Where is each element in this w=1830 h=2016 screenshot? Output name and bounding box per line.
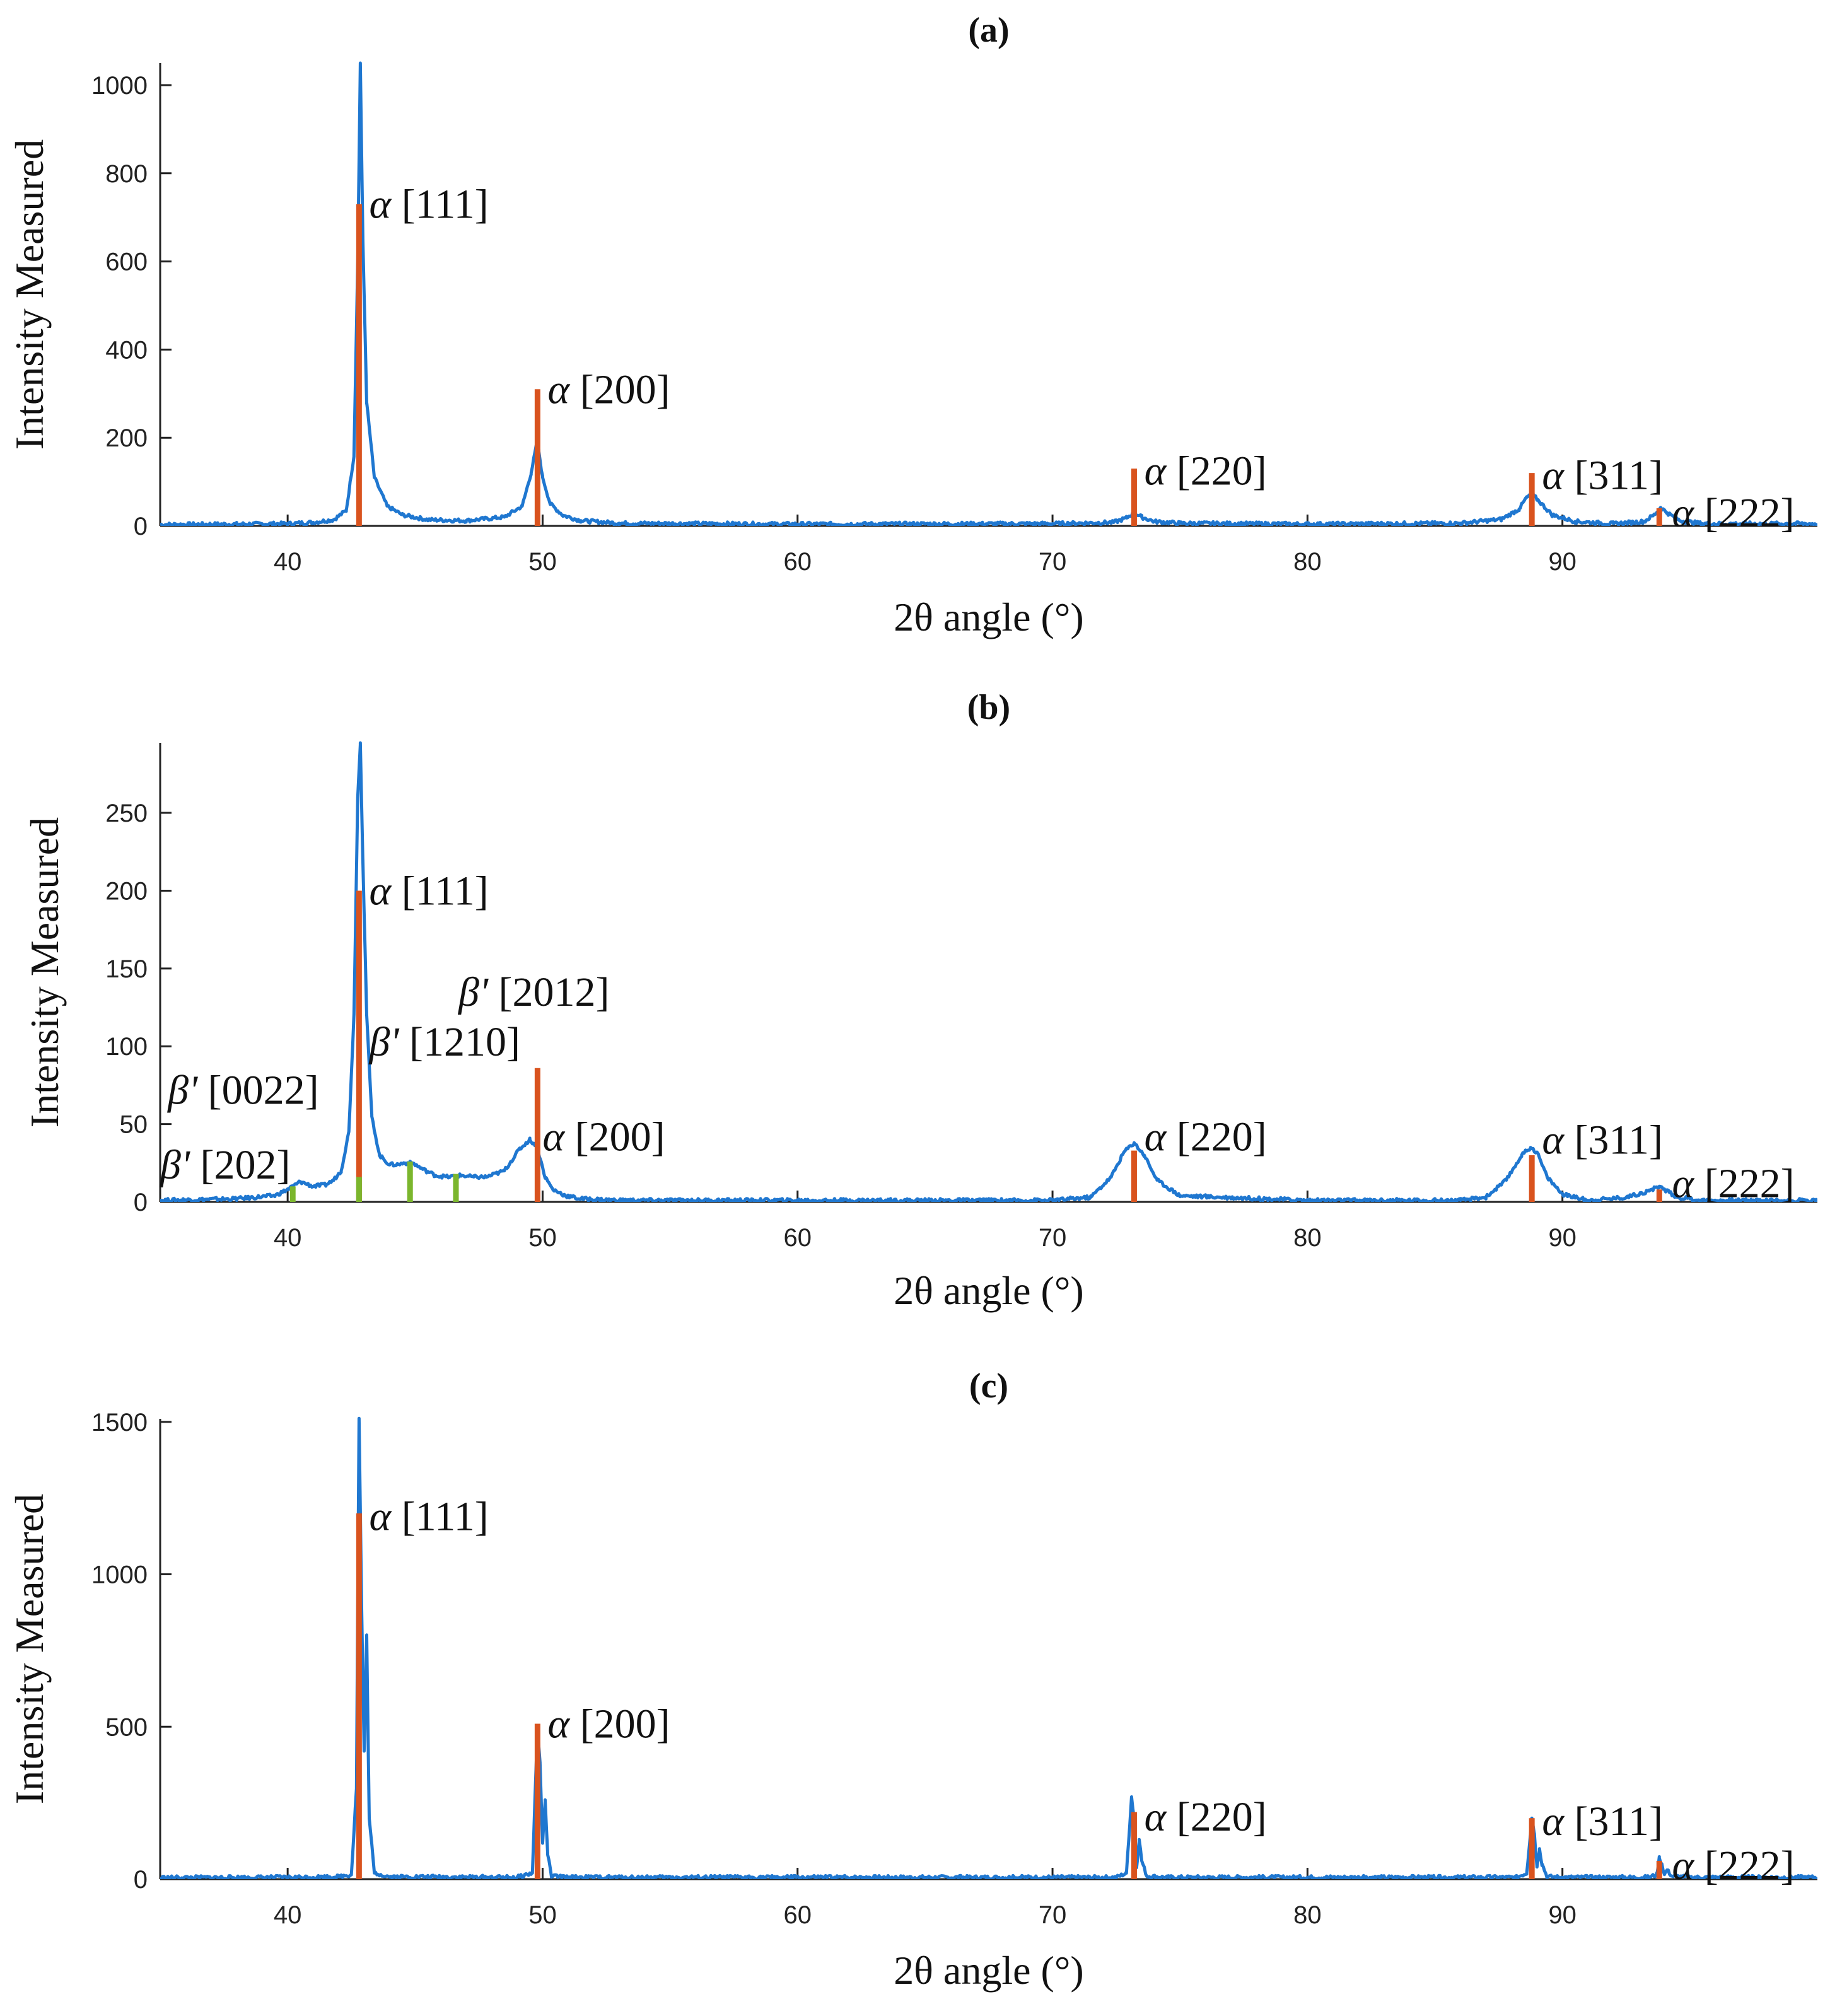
measured-series-line	[160, 1416, 1817, 1879]
y-tick-label: 800	[105, 160, 148, 188]
x-tick-label: 70	[1039, 1901, 1067, 1929]
y-axis-label: Intensity Measured	[7, 1494, 52, 1804]
x-tick-label: 90	[1548, 1901, 1576, 1929]
y-tick-label: 0	[134, 1866, 148, 1894]
x-tick-label: 40	[274, 1224, 302, 1252]
peak-label: β' [0022]	[166, 1067, 318, 1113]
measured-series-line	[160, 741, 1817, 1202]
peak-label: β' [2012]	[457, 969, 609, 1015]
x-tick-label: 90	[1548, 1224, 1576, 1252]
peak-label: α [200]	[542, 1114, 665, 1160]
y-tick-label: 1000	[91, 1561, 148, 1589]
chart-panel-a: (a) 40 50 60 70 80 90 0 200 400 600 800 1000 2θ angle…	[7, 11, 1817, 639]
y-tick-label: 1000	[91, 72, 148, 100]
peak-label: α [220]	[1145, 1114, 1267, 1160]
peak-label: β' [1210]	[368, 1019, 520, 1065]
plot-area	[160, 1416, 1817, 1879]
peak-label: α [311]	[1542, 1117, 1663, 1163]
y-tick-label: 500	[105, 1713, 148, 1741]
x-axis-label: 2θ angle (°)	[894, 595, 1083, 639]
x-tick-label: 60	[784, 548, 812, 576]
y-tick-label: 200	[105, 877, 148, 905]
x-tick-label: 50	[528, 548, 557, 576]
y-tick-label: 250	[105, 800, 148, 827]
chart-panel-b: (b) 40 50 60 70 80 90 0 50 100 150 200 250 2θ angle (…	[22, 688, 1817, 1313]
y-tick-label: 0	[134, 1189, 148, 1216]
x-axis-label: 2θ angle (°)	[894, 1268, 1083, 1313]
x-tick-label: 50	[528, 1224, 557, 1252]
y-axis-label: Intensity Measured	[7, 139, 52, 450]
peak-label: α [111]	[370, 1494, 489, 1540]
x-tick-label: 80	[1293, 548, 1322, 576]
chart-title: (c)	[969, 1366, 1008, 1406]
peak-label: α [222]	[1672, 1160, 1795, 1206]
peak-label: α [111]	[370, 182, 489, 228]
y-tick-label: 1500	[91, 1409, 148, 1436]
peak-label: α [311]	[1542, 453, 1663, 499]
x-tick-label: 40	[274, 1901, 302, 1929]
x-tick-label: 80	[1293, 1901, 1322, 1929]
y-tick-label: 100	[105, 1033, 148, 1061]
peak-label: α [222]	[1672, 490, 1795, 536]
x-tick-label: 50	[528, 1901, 557, 1929]
y-tick-label: 50	[120, 1111, 148, 1139]
chart-title: (a)	[968, 11, 1009, 50]
y-tick-label: 200	[105, 424, 148, 452]
x-tick-label: 90	[1548, 548, 1576, 576]
peak-label: α [200]	[548, 366, 670, 412]
y-axis-label: Intensity Measured	[22, 817, 67, 1127]
peak-label: α [222]	[1672, 1843, 1795, 1889]
y-tick-label: 0	[134, 513, 148, 540]
peak-label: α [200]	[548, 1701, 670, 1747]
plot-area	[160, 741, 1817, 1202]
y-tick-label: 150	[105, 955, 148, 983]
x-tick-label: 60	[784, 1901, 812, 1929]
y-tick-label: 400	[105, 336, 148, 364]
peak-label: α [111]	[370, 868, 489, 914]
x-tick-label: 80	[1293, 1224, 1322, 1252]
plot-area	[160, 61, 1817, 526]
x-tick-label: 40	[274, 548, 302, 576]
x-tick-label: 70	[1039, 1224, 1067, 1252]
peak-label: α [220]	[1145, 1794, 1267, 1840]
peak-label: β' [202]	[159, 1142, 290, 1188]
y-tick-label: 600	[105, 248, 148, 276]
measured-series-line	[160, 61, 1817, 526]
x-tick-label: 70	[1039, 548, 1067, 576]
chart-panel-c: (c) 40 50 60 70 80 90 0 500 1000 1500 2θ angle (°) I…	[7, 1366, 1817, 1993]
peak-label: α [311]	[1542, 1798, 1663, 1844]
peak-label: α [220]	[1145, 448, 1267, 494]
chart-title: (b)	[967, 688, 1010, 727]
x-tick-label: 60	[784, 1224, 812, 1252]
x-axis-label: 2θ angle (°)	[894, 1948, 1083, 1993]
